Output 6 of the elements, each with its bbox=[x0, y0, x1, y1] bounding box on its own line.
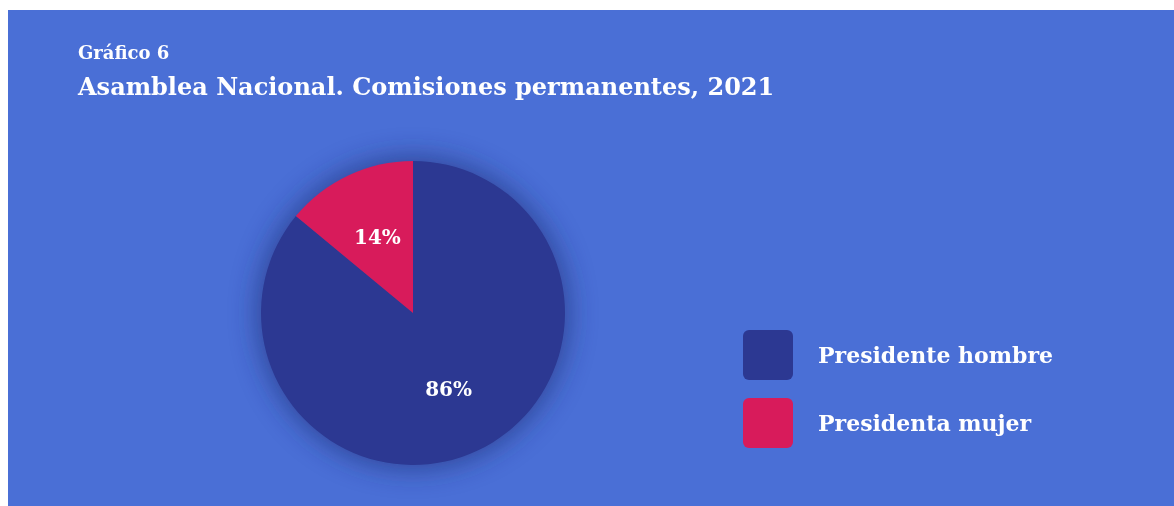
chart-subtitle: Asamblea Nacional. Comisiones permanentes, 2021 bbox=[77, 72, 775, 101]
legend-label: Presidenta mujer bbox=[818, 410, 1032, 436]
data-label: 86% bbox=[425, 376, 473, 401]
data-label: 14% bbox=[353, 225, 401, 250]
legend-label: Presidente hombre bbox=[818, 342, 1053, 368]
chart-title: Gráfico 6 bbox=[78, 42, 170, 63]
